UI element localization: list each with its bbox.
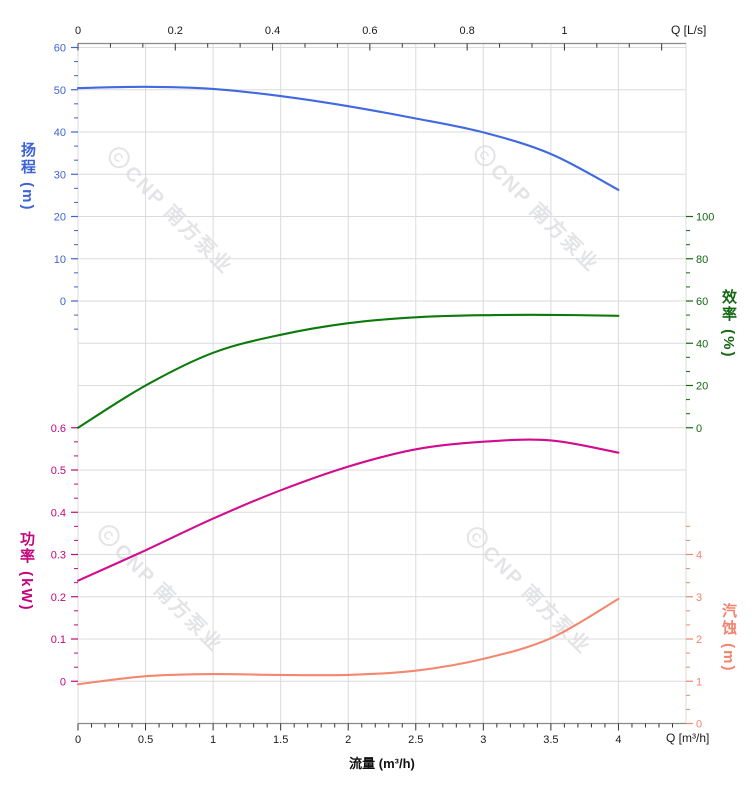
- efficiency-axis-title: 效率 (%): [720, 289, 737, 359]
- top-tick-label: 0.4: [265, 25, 280, 37]
- head-tick-label: 0: [60, 296, 66, 308]
- efficiency-tick-label: 100: [696, 212, 714, 224]
- head-tick-label: 10: [54, 254, 66, 266]
- npsh-tick-label: 0: [696, 719, 702, 731]
- efficiency-tick-label: 80: [696, 254, 708, 266]
- efficiency-tick-label: 40: [696, 338, 708, 350]
- head-axis-title: 扬程 (m): [19, 142, 36, 212]
- bottom-tick-label: 3.5: [543, 734, 558, 746]
- efficiency-tick-label: 60: [696, 296, 708, 308]
- npsh-curve: [76, 597, 620, 686]
- npsh-tick-label: 3: [696, 592, 702, 604]
- head-curve: [76, 85, 620, 191]
- bottom-tick-label: 3: [480, 734, 486, 746]
- bottom-tick-label: 2: [345, 734, 351, 746]
- power-tick-label: 0.6: [51, 423, 66, 435]
- power-tick-label: 0.5: [51, 465, 66, 477]
- top-tick-label: 0.2: [168, 25, 183, 37]
- efficiency-curve: [76, 313, 620, 429]
- power-curve: [76, 438, 620, 582]
- npsh-axis-title: 汽蚀 (m): [720, 603, 737, 673]
- bottom-axis-unit-label: Q [m³/h]: [666, 731, 710, 745]
- top-tick-label: 0: [75, 25, 81, 37]
- bottom-tick-label: 2.5: [408, 734, 423, 746]
- head-tick-label: 20: [54, 212, 66, 224]
- efficiency-tick-label: 0: [696, 423, 702, 435]
- bottom-tick-label: 1.5: [273, 734, 288, 746]
- head-tick-label: 60: [54, 43, 66, 55]
- power-tick-label: 0: [60, 676, 66, 688]
- flow-axis-title: 流量 (m³/h): [349, 756, 415, 771]
- power-tick-label: 0.1: [51, 634, 66, 646]
- bottom-tick-label: 4: [615, 734, 621, 746]
- top-tick-label: 0.6: [362, 25, 377, 37]
- top-tick-label: 0.8: [459, 25, 474, 37]
- power-tick-label: 0.3: [51, 550, 66, 562]
- bottom-tick-label: 0: [75, 734, 81, 746]
- npsh-tick-label: 2: [696, 634, 702, 646]
- power-axis-title: 功率 (kW): [18, 531, 35, 612]
- npsh-tick-label: 4: [696, 550, 702, 562]
- power-tick-label: 0.4: [51, 507, 66, 519]
- npsh-tick-label: 1: [696, 676, 702, 688]
- head-tick-label: 50: [54, 85, 66, 97]
- power-tick-label: 0.2: [51, 592, 66, 604]
- bottom-tick-label: 1: [210, 734, 216, 746]
- head-tick-label: 40: [54, 127, 66, 139]
- efficiency-tick-label: 20: [696, 381, 708, 393]
- top-axis-unit-label: Q [L/s]: [671, 23, 707, 37]
- top-tick-label: 1: [561, 25, 567, 37]
- bottom-tick-label: 0.5: [138, 734, 153, 746]
- head-tick-label: 30: [54, 169, 66, 181]
